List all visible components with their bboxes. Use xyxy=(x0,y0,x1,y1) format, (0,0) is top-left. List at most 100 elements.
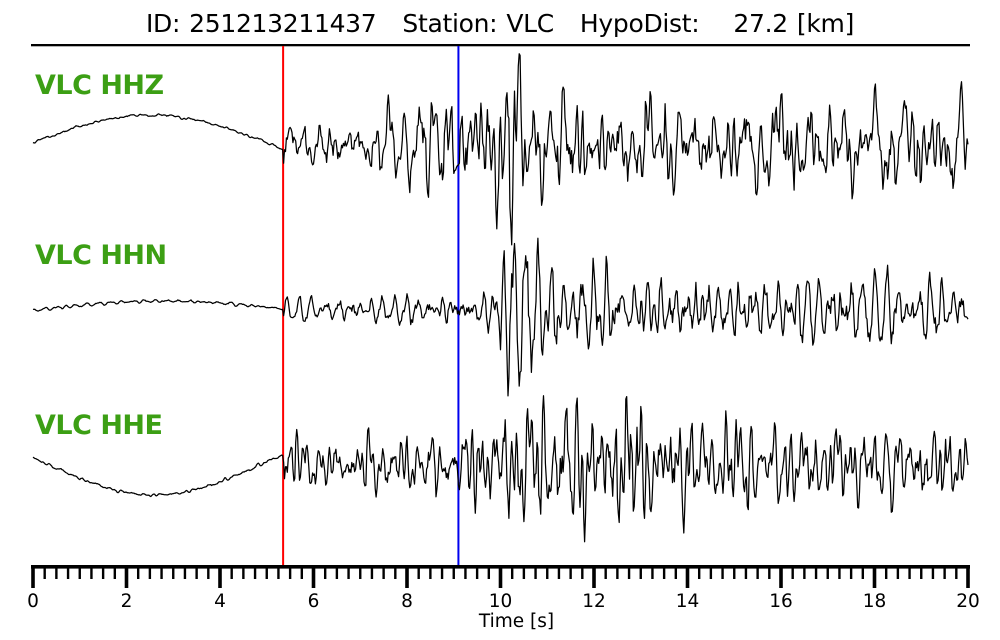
major-tick xyxy=(872,565,877,588)
minor-tick xyxy=(464,565,467,579)
tick-label-10: 10 xyxy=(489,591,513,612)
minor-tick xyxy=(487,565,491,579)
minor-tick xyxy=(662,565,666,579)
minor-tick xyxy=(604,565,607,579)
trace-hhz xyxy=(32,53,969,246)
channel-label-hhz: VLC HHZ xyxy=(35,70,164,101)
minor-tick xyxy=(148,565,152,579)
minor-tick xyxy=(744,565,748,579)
minor-tick xyxy=(510,565,514,579)
trace-hhe xyxy=(32,395,969,543)
minor-tick xyxy=(55,565,58,579)
minor-tick xyxy=(721,565,724,579)
channel-label-hhe: VLC HHE xyxy=(35,410,163,441)
minor-tick xyxy=(814,565,818,579)
channel-label-hhn: VLC HHN xyxy=(35,240,167,271)
hypodist-label: HypoDist: xyxy=(579,9,700,38)
minor-tick xyxy=(288,565,292,579)
minor-tick xyxy=(651,565,654,579)
tick-label-20: 20 xyxy=(956,591,980,612)
minor-tick xyxy=(160,565,163,579)
minor-tick xyxy=(265,565,268,579)
minor-tick xyxy=(639,565,642,579)
minor-tick xyxy=(581,565,584,579)
tick-label-18: 18 xyxy=(863,591,887,612)
minor-tick xyxy=(943,565,946,579)
minor-tick xyxy=(709,565,713,579)
time-axis-label: Time [s] xyxy=(478,611,554,632)
tick-label-4: 4 xyxy=(214,591,226,612)
minor-tick xyxy=(242,565,245,579)
minor-tick xyxy=(417,565,420,579)
minor-tick xyxy=(172,565,175,579)
minor-tick xyxy=(207,565,210,579)
minor-tick xyxy=(277,565,280,579)
minor-tick xyxy=(534,565,537,579)
minor-tick xyxy=(791,565,794,579)
minor-tick xyxy=(230,565,233,579)
minor-tick xyxy=(440,565,444,579)
title-separator-line xyxy=(31,44,970,47)
major-tick xyxy=(311,565,316,588)
major-tick xyxy=(592,565,596,588)
minor-tick xyxy=(78,565,81,579)
minor-tick xyxy=(335,565,339,579)
tick-label-14: 14 xyxy=(676,591,700,612)
minor-tick xyxy=(101,565,105,579)
minor-tick xyxy=(756,565,759,579)
major-tick xyxy=(779,565,783,588)
plot-title: ID: 251213211437 Station: VLC HypoDist: 27.2 [… xyxy=(0,9,1000,38)
minor-tick xyxy=(452,565,455,579)
minor-tick xyxy=(733,565,736,579)
station-label: Station: xyxy=(402,9,498,38)
tick-label-16: 16 xyxy=(769,591,793,612)
minor-tick xyxy=(323,565,327,579)
tick-label-12: 12 xyxy=(582,591,606,612)
major-tick xyxy=(31,565,35,588)
minor-tick xyxy=(522,565,526,579)
event-id: 251213211437 xyxy=(189,9,377,38)
minor-tick xyxy=(382,565,385,579)
minor-tick xyxy=(300,565,304,579)
minor-tick xyxy=(931,565,935,579)
minor-tick xyxy=(347,565,350,579)
minor-tick xyxy=(849,565,853,579)
minor-tick xyxy=(66,565,70,579)
minor-tick xyxy=(674,565,678,579)
minor-tick xyxy=(90,565,93,579)
minor-tick xyxy=(896,565,900,579)
minor-tick xyxy=(838,565,841,579)
minor-tick xyxy=(195,565,198,579)
major-tick xyxy=(685,565,690,588)
minor-tick xyxy=(557,565,561,579)
minor-tick xyxy=(920,565,923,579)
minor-tick xyxy=(546,565,549,579)
minor-tick xyxy=(113,565,117,579)
minor-tick xyxy=(768,565,771,579)
minor-tick xyxy=(429,565,432,579)
minor-tick xyxy=(569,565,572,579)
minor-tick xyxy=(826,565,829,579)
minor-tick xyxy=(394,565,397,579)
minor-tick xyxy=(475,565,479,579)
major-tick xyxy=(405,565,409,588)
minor-tick xyxy=(43,565,46,579)
station-code: VLC xyxy=(506,9,554,38)
minor-tick xyxy=(908,565,911,579)
tick-label-6: 6 xyxy=(308,591,320,612)
tick-label-8: 8 xyxy=(401,591,413,612)
major-tick xyxy=(966,565,970,588)
minor-tick xyxy=(884,565,888,579)
trace-hhn xyxy=(32,237,969,397)
minor-tick xyxy=(616,565,619,579)
minor-tick xyxy=(861,565,865,579)
minor-tick xyxy=(253,565,257,579)
major-tick xyxy=(124,565,129,588)
hypodist-value: 27.2 xyxy=(733,9,788,38)
minor-tick xyxy=(955,565,958,579)
minor-tick xyxy=(627,565,631,579)
minor-tick xyxy=(136,565,140,579)
minor-tick xyxy=(370,565,374,579)
major-tick xyxy=(498,565,503,588)
